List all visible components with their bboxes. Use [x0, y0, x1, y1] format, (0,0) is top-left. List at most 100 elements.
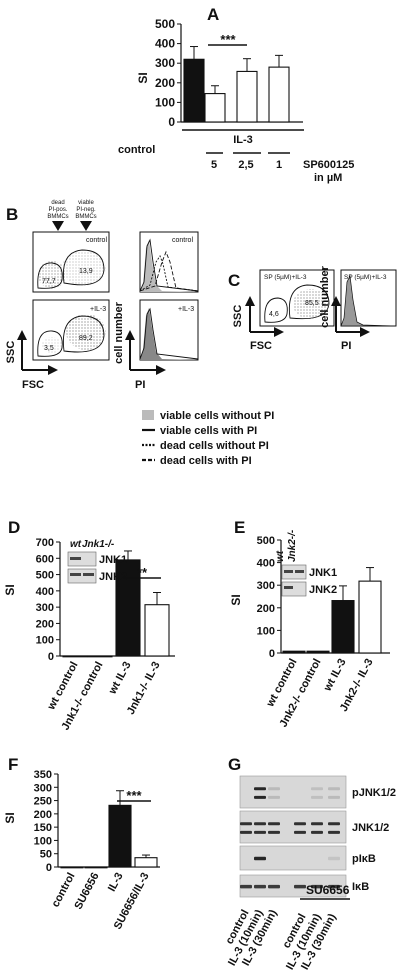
panel-b-gate-value-viable-control: 13,9	[79, 268, 93, 275]
blot-band	[294, 822, 306, 826]
panel-a-xlabel-control: control	[118, 144, 155, 156]
panel-b-gate-value-dead-control: 77,7	[42, 278, 56, 285]
panel-b-hist-dead-with-pi-control	[139, 250, 199, 292]
panel-b-hist-fill-il3	[140, 308, 198, 360]
panel-d-blot-header-ko: Jnk1-/-	[82, 539, 115, 550]
legend-label-viable-without-pi: viable cells without PI	[160, 410, 274, 422]
panel-b-dead-line3: BMMCs	[47, 214, 68, 220]
panel-c-hist-fill	[340, 274, 397, 327]
xtick-label: wt IL-3	[321, 657, 348, 694]
blot-label: pJNK1/2	[352, 787, 396, 799]
panel-c-fsc-label: FSC	[250, 340, 272, 352]
blot-band	[268, 822, 280, 826]
blot-band	[311, 884, 323, 889]
panel-d-blot-band-jnk2-wt	[70, 573, 81, 576]
panel-c-gate-dead	[264, 297, 288, 323]
panel-e-yticks: 0 100 200 300 400 500	[257, 535, 281, 660]
panel-e-blot-band-jnk1-ko	[295, 570, 304, 573]
panel-b-pi-arrow-icon	[156, 365, 166, 375]
panel-c-gate-value-viable: 85,5	[305, 300, 319, 307]
panel-d-blot-header-wt: wt	[70, 539, 82, 550]
ytick-label: 200	[257, 603, 275, 615]
panel-b-gate-value-viable-il3: 89,2	[79, 335, 93, 342]
legend-swatch-viable-without-pi	[142, 410, 154, 420]
blot-band	[240, 884, 252, 889]
panel-c-dotcloud-viable	[293, 289, 329, 319]
blot-band	[311, 822, 323, 826]
panel-d-blot-band-jnk1-wt	[70, 557, 81, 560]
blot-band	[240, 830, 252, 834]
blot-band	[328, 822, 340, 826]
blot-band	[328, 830, 340, 834]
blot-band	[328, 795, 340, 799]
panel-a: A SI 0 100 200 300 400 500 *** control IL-3 5…	[118, 5, 354, 184]
bar-jnk2-control	[306, 650, 330, 654]
panel-d-label: D	[8, 518, 20, 537]
panel-e-blot-header-ko: Jnk2-/-	[287, 529, 298, 562]
bar-su6656-il-3	[134, 857, 158, 868]
ytick-label: 250	[34, 796, 52, 808]
ytick-label: 400	[257, 558, 275, 570]
panel-a-yticks: 0 100 200 300 400 500	[155, 17, 181, 129]
bar-il-3	[108, 804, 132, 868]
panel-e-blot-header-wt: wt	[275, 550, 286, 562]
panel-f-ylabel: SI	[3, 812, 17, 823]
panel-b-dead-line1: dead	[51, 200, 64, 206]
blot-label: JNK1/2	[352, 822, 389, 834]
panel-e-blot-jnk2	[281, 581, 307, 597]
panel-c-cellnum-label: cell number	[319, 265, 331, 327]
bar-wt-control	[62, 655, 88, 658]
ytick-label: 700	[36, 537, 54, 549]
panel-b: B dead PI-pos. BMMCs viable PI-neg. BMMC…	[5, 200, 199, 391]
ytick-label: 50	[40, 849, 52, 861]
ytick-label: 500	[257, 535, 275, 547]
panel-c-fsc-arrow-icon	[274, 327, 284, 337]
panel-b-dead-arrow-icon	[52, 221, 64, 231]
panel-e-ylabel: SI	[229, 594, 243, 605]
panel-d-bars	[62, 550, 170, 658]
panel-c-gate-viable	[288, 284, 330, 320]
xtick-label: wt IL-3	[106, 660, 133, 697]
panel-e-label: E	[234, 518, 245, 537]
blot-jnk1-2	[239, 810, 347, 844]
blot-band	[311, 795, 323, 799]
panel-b-fsc-arrow-icon	[48, 365, 58, 375]
panel-b-hist-viable-with-pi-control	[139, 238, 199, 292]
panel-g-label: G	[228, 755, 241, 774]
blot-band	[254, 822, 266, 826]
bar-jnk1-il-3	[144, 604, 170, 657]
panel-f-sig-stars: ***	[126, 788, 142, 803]
histogram-legend: viable cells without PI viable cells wit…	[142, 410, 274, 467]
ytick-label: 300	[257, 580, 275, 592]
panel-b-viable-arrow-icon	[80, 221, 92, 231]
panel-e-blot-band-jnk1-wt	[284, 570, 293, 573]
panel-f-label: F	[8, 755, 18, 774]
blot-band	[311, 787, 323, 791]
bar-control	[183, 58, 205, 123]
panel-d-sig-stars: **	[137, 565, 148, 580]
ytick-label: 400	[36, 586, 54, 598]
panel-f-bars	[60, 790, 158, 869]
blot-band	[294, 830, 306, 834]
panel-b-dotcloud-viable-control	[62, 250, 106, 286]
panel-b-hist-fill-control	[140, 240, 198, 292]
bar-su6656	[84, 866, 108, 869]
panel-b-hist-dead-without-pi-control	[139, 255, 199, 292]
panel-b-gate-value-dead-il3: 3,5	[44, 345, 54, 352]
bar-wt-control	[282, 650, 306, 654]
panel-b-tag-control: control	[86, 237, 107, 244]
bar-wt-il-3	[331, 600, 355, 654]
panel-b-viable-line3: BMMCs	[75, 214, 96, 220]
ytick-label: 0	[48, 651, 54, 663]
panel-g-blots: pJNK1/2 JNK1/2 pIκB IκB	[239, 775, 396, 898]
ytick-label: 100	[36, 635, 54, 647]
xtick-label: IL-3	[106, 871, 126, 894]
panel-b-viable-line2: PI-neg.	[76, 207, 96, 213]
panel-a-drug-name: SP600125	[303, 159, 354, 171]
panel-c-tag-histogram: SP (5µM)+IL-3	[344, 274, 387, 281]
